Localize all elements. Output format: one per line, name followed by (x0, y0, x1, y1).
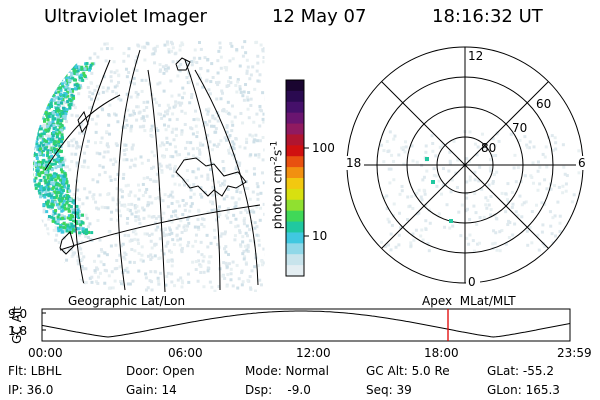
mlt-label-0: 0 (468, 275, 476, 289)
status-door: Door: Open (126, 364, 195, 378)
colorbar-ticks (304, 147, 309, 237)
status-dsp: Dsp: -9.0 (245, 383, 311, 397)
status-glon: GLon: 165.3 (487, 383, 560, 397)
timeline-xtick-0600: 06:00 (168, 346, 203, 360)
colorbar (285, 79, 305, 277)
polar-emission-spots (425, 157, 453, 223)
status-flt: Flt: LBHL (8, 364, 62, 378)
colorbar-tick-10: 10 (312, 229, 328, 243)
colorbar-segment (286, 80, 304, 92)
geographic-caption: Geographic Lat/Lon (68, 294, 186, 308)
colorbar-tick-100: 100 (312, 141, 335, 155)
status-gain: Gain: 14 (126, 383, 177, 397)
colorbar-segment (286, 232, 304, 244)
status-seq: Seq: 39 (366, 383, 412, 397)
mlt-label-18: 18 (346, 156, 362, 170)
altitude-timeline (41, 308, 571, 342)
mlat-label-70: 70 (512, 121, 528, 135)
status-glat: GLat: -55.2 (487, 364, 554, 378)
lat-lon-grid (44, 49, 261, 292)
status-mode: Mode: Normal (245, 364, 329, 378)
colorbar-segment (286, 199, 304, 212)
colorbar-segment (286, 134, 304, 146)
colorbar-segment (286, 243, 304, 255)
status-ip: IP: 36.0 (8, 383, 54, 397)
colorbar-segment (286, 265, 304, 277)
auroral-band-emission (33, 62, 96, 235)
colorbar-segment (286, 145, 304, 157)
gc-alt-curve (42, 310, 570, 338)
colorbar-segment (286, 254, 304, 266)
instrument-title: Ultraviolet Imager (44, 6, 207, 27)
colorbar-segment (286, 101, 304, 114)
geographic-emission-speckle (40, 40, 265, 292)
polar-diagonal-line (381, 81, 549, 249)
timeline-ytick-9: 9.0 (8, 307, 28, 321)
colorbar-segment (286, 188, 304, 201)
colorbar-segment (286, 178, 304, 190)
mlt-label-6: 6 (578, 156, 586, 170)
colorbar-segment (286, 167, 304, 179)
mlat-label-60: 60 (536, 97, 552, 111)
mlt-label-12: 12 (468, 49, 484, 63)
mlat-label-80: 80 (481, 141, 497, 155)
coastline (59, 57, 247, 255)
colorbar-segment (286, 112, 304, 125)
colorbar-segment (286, 90, 304, 103)
colorbar-segment (286, 210, 304, 223)
colorbar-segment (286, 221, 304, 234)
colorbar-label: photon cm-2s-1 (269, 140, 285, 230)
timeline-xtick-1800: 18:00 (424, 346, 459, 360)
apex-caption: Apex MLat/MLT (422, 294, 516, 308)
geographic-map (33, 40, 266, 292)
timeline-ytick-1-8: 1.8 (8, 324, 28, 338)
polar-mlt-plot (344, 46, 588, 288)
timeline-xtick-0000: 00:00 (28, 346, 63, 360)
status-gc-alt: GC Alt: 5.0 Re (366, 364, 450, 378)
time-label: 18:16:32 UT (432, 6, 543, 27)
timeline-xtick-1200: 12:00 (296, 346, 331, 360)
date-label: 12 May 07 (272, 6, 367, 27)
colorbar-segment (286, 156, 304, 168)
timeline-xtick-2359: 23:59 (557, 346, 592, 360)
colorbar-segment (286, 123, 304, 136)
